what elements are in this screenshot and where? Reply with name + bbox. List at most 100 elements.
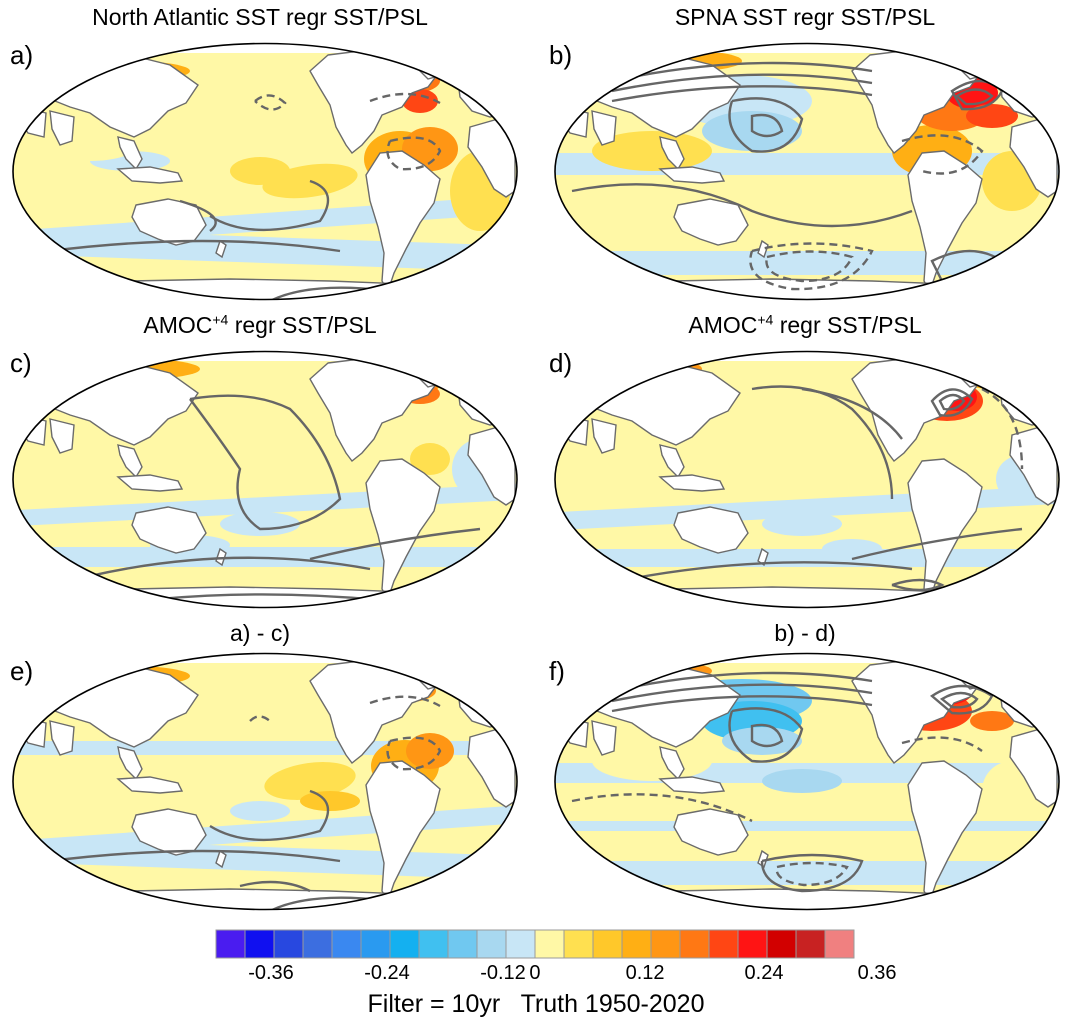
- colorbar-box: [766, 929, 797, 959]
- psl-contour-positive: [309, 527, 481, 561]
- polar-cap: [13, 653, 517, 663]
- landmass-indiaPeninsula: [49, 418, 75, 454]
- psl-contour-positive: [611, 683, 873, 703]
- landmass-americaS: [365, 760, 441, 903]
- panel-b-title: SPNA SST regr SST/PSL: [674, 4, 936, 30]
- landmass-nz: [215, 849, 227, 869]
- panel-d-letter: d): [549, 348, 573, 378]
- landmass-indonesia: [116, 776, 184, 794]
- psl-contour-positive: [49, 239, 341, 253]
- colorbar-box: [360, 929, 391, 959]
- psl-contour-negative: [765, 250, 854, 283]
- colorbar-box: [534, 929, 565, 959]
- polar-cap: [555, 653, 1059, 663]
- landmass-americaS: [365, 458, 441, 601]
- psl-contour-positive: [750, 723, 784, 748]
- map-panel-b: [554, 42, 1060, 301]
- colorbar-box: [592, 929, 623, 959]
- colorbar-tick-label: -0.12: [480, 962, 526, 984]
- sst-patch: [230, 157, 290, 185]
- psl-contour-negative: [249, 715, 273, 724]
- landmass-nz: [215, 547, 227, 567]
- sst-patch: [220, 512, 300, 536]
- landmass-nz: [215, 239, 227, 259]
- colorbar-box: [447, 929, 478, 959]
- psl-contour-negative: [386, 736, 442, 771]
- colorbar-box: [273, 929, 304, 959]
- colorbar-box: [215, 929, 246, 959]
- map-content: [13, 43, 517, 300]
- panel-e-title: a) - c): [229, 620, 291, 646]
- psl-contour-positive: [939, 691, 979, 709]
- panel-b-letter: b): [549, 40, 573, 70]
- psl-contour-positive: [801, 387, 903, 440]
- map-outline: [554, 350, 1060, 609]
- psl-contour-positive: [209, 179, 330, 232]
- colorbar-box: [795, 929, 826, 959]
- sst-patch: [802, 195, 902, 227]
- colorbar-tick-label: -0.36: [248, 962, 294, 984]
- sst-patch: [966, 104, 1018, 128]
- colorbar-tick-label: 0.24: [744, 962, 784, 984]
- psl-contour-positive: [728, 707, 804, 763]
- landmass-indonesia: [658, 166, 726, 184]
- landmass-indiaPeninsula: [591, 110, 617, 146]
- psl-contour-positive: [938, 393, 966, 411]
- landmass-americaS: [907, 458, 983, 601]
- colorbar-box: [824, 929, 855, 959]
- psl-contour-positive: [930, 388, 974, 417]
- map-content: [555, 653, 1059, 910]
- sst-band: [555, 821, 1059, 831]
- landmass-australia: [673, 808, 749, 856]
- colorbar-box: [244, 929, 275, 959]
- landmass-indonesia: [116, 166, 184, 184]
- psl-contour-positive: [611, 73, 873, 93]
- psl-contour-negative: [901, 134, 984, 175]
- psl-contour-negative: [775, 861, 849, 887]
- psl-contour-positive: [750, 113, 784, 138]
- landmass-indonesia: [116, 474, 184, 492]
- landmass-indiaPeninsula: [591, 418, 617, 454]
- colorbar-box: [505, 929, 536, 959]
- polar-cap: [555, 43, 1059, 53]
- psl-contour-positive: [751, 385, 894, 500]
- polar-cap: [13, 351, 517, 361]
- landmass-australia: [131, 506, 207, 554]
- psl-contour-negative: [749, 242, 874, 291]
- colorbar-box: [650, 929, 681, 959]
- sst-patch: [822, 539, 882, 559]
- colorbar: [215, 929, 855, 959]
- landmass-indiaPeninsula: [591, 720, 617, 756]
- psl-contour-positive: [189, 394, 342, 531]
- map-panel-e: [12, 652, 518, 911]
- panel-d-title: AMOC+4 regr SST/PSL: [688, 311, 922, 338]
- psl-contour-negative: [369, 695, 441, 708]
- polar-cap: [13, 43, 517, 53]
- colorbar-box: [418, 929, 449, 959]
- psl-contour-positive: [955, 88, 994, 106]
- landmass-australia: [673, 198, 749, 246]
- landmass-indonesia: [658, 776, 726, 794]
- psl-contour-positive: [851, 527, 1023, 561]
- psl-contour-positive: [611, 695, 873, 713]
- colorbar-box: [389, 929, 420, 959]
- landmass-americaS: [907, 760, 983, 903]
- sst-band: [555, 861, 1059, 885]
- psl-contour-positive: [239, 880, 311, 893]
- sst-patch: [762, 769, 842, 793]
- panel-a-letter: a): [10, 40, 34, 70]
- psl-contour-positive: [179, 199, 217, 232]
- landmass-nz: [757, 849, 769, 869]
- panel-c-letter: c): [10, 348, 32, 378]
- map-panel-d: [554, 350, 1060, 609]
- map-outline: [12, 652, 518, 911]
- sst-patch: [410, 443, 450, 475]
- map-outline: [554, 42, 1060, 301]
- landmass-australia: [673, 506, 749, 554]
- colorbar-tick-label: 0: [529, 962, 541, 984]
- map-panel-a: [12, 42, 518, 301]
- colorbar-box: [621, 929, 652, 959]
- colorbar-tick-label: -0.24: [364, 962, 410, 984]
- psl-contour-positive: [728, 97, 804, 153]
- footer-caption: Filter = 10yr Truth 1950-2020: [367, 990, 705, 1018]
